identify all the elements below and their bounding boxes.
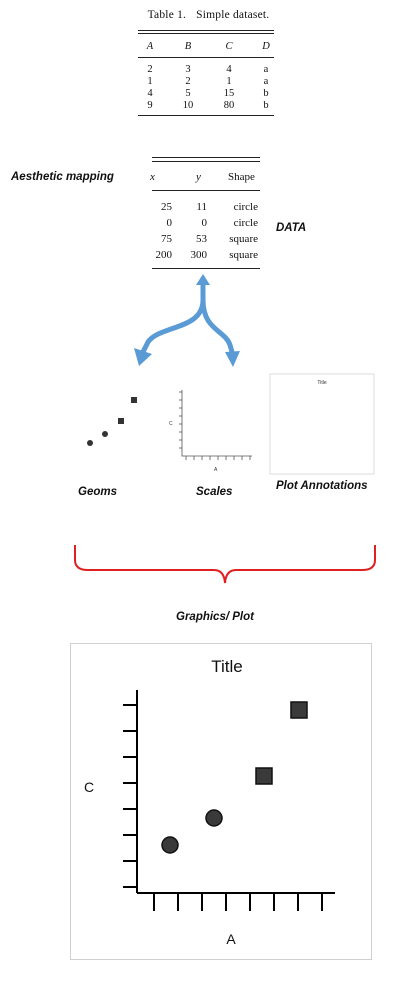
split-arrow-right-head (225, 351, 240, 367)
annotation-panel (270, 374, 374, 474)
data-point-circle (206, 810, 222, 826)
scales-mini-ylabel: C (169, 421, 173, 427)
split-arrow-up-head (196, 274, 210, 285)
split-arrow-left-branch (143, 300, 203, 352)
plot-frame (71, 644, 372, 960)
plot-title: Title (211, 657, 243, 676)
geom-point (102, 431, 108, 437)
geom-point (87, 440, 93, 446)
data-point-circle (162, 837, 178, 853)
scales-mini (179, 390, 252, 460)
scales-mini-axes (182, 390, 252, 456)
data-point-square (256, 768, 272, 784)
data-point-square (291, 702, 307, 718)
split-arrow (134, 274, 240, 367)
plot-xlabel: A (226, 931, 236, 947)
geom-point (131, 397, 137, 403)
plot-ylabel: C (84, 779, 94, 795)
diagram-overlay: C A Title (0, 0, 417, 700)
split-arrow-right-branch (203, 300, 232, 352)
main-plot: Title C A (70, 643, 372, 960)
red-brace (75, 545, 375, 583)
geom-point (118, 418, 124, 424)
geoms-mini (87, 397, 137, 446)
scales-mini-xlabel: A (214, 467, 218, 473)
annotation-panel-title: Title (317, 380, 326, 386)
